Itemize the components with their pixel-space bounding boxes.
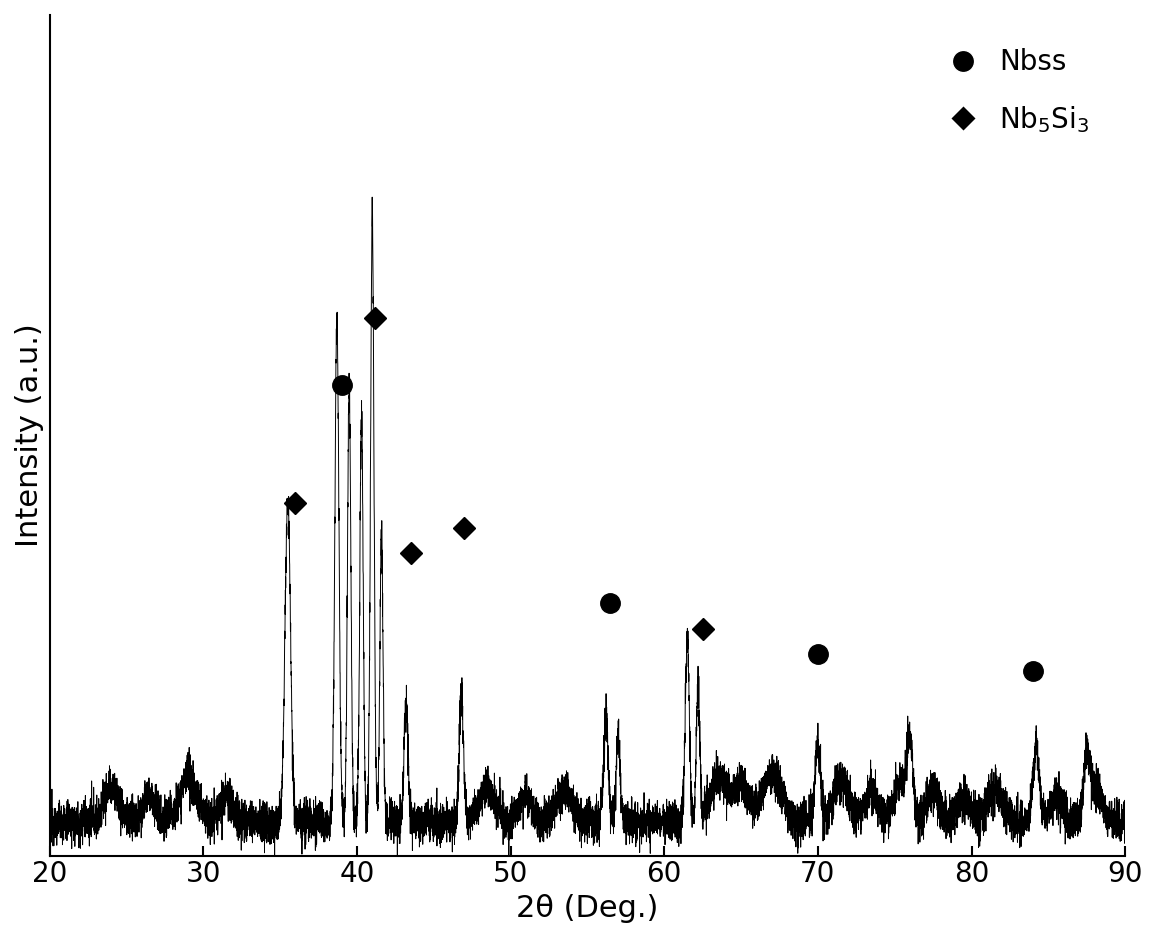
- Y-axis label: Intensity (a.u.): Intensity (a.u.): [15, 324, 44, 547]
- Legend: Nbss, Nb$_5$Si$_3$: Nbss, Nb$_5$Si$_3$: [924, 38, 1100, 146]
- X-axis label: 2θ (Deg.): 2θ (Deg.): [516, 894, 659, 923]
